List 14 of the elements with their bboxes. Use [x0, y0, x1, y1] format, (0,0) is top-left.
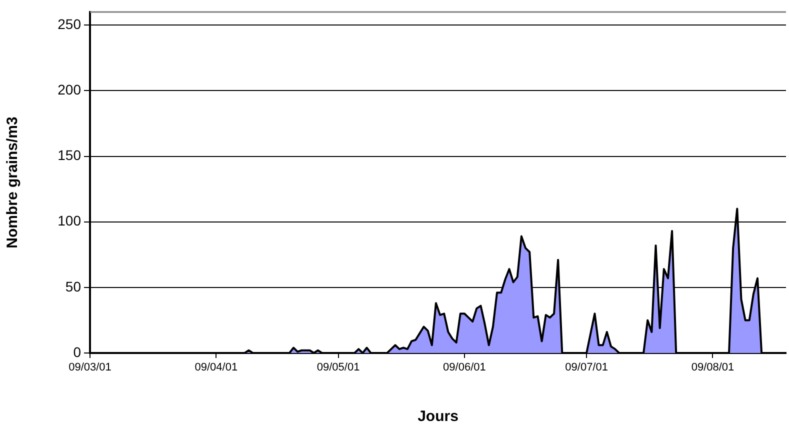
y-tick-label: 50	[65, 278, 82, 294]
x-axis-title: Jours	[418, 408, 458, 426]
x-tick-label: 09/04/01	[194, 362, 238, 374]
y-tick-label: 0	[73, 344, 82, 360]
y-tick-label: 200	[58, 82, 82, 98]
y-tick-label: 250	[58, 16, 82, 32]
x-tick-label: 09/06/01	[443, 362, 486, 374]
y-axis-title: Nombre grains/m3	[4, 116, 22, 248]
x-tick-label: 09/05/01	[316, 362, 360, 374]
y-tick-label: 150	[58, 147, 82, 164]
x-tick-label: 09/07/01	[565, 362, 608, 374]
y-tick-label: 100	[58, 212, 82, 229]
x-tick-label: 09/03/01	[68, 362, 112, 374]
x-tick-label: 09/08/01	[691, 362, 734, 374]
